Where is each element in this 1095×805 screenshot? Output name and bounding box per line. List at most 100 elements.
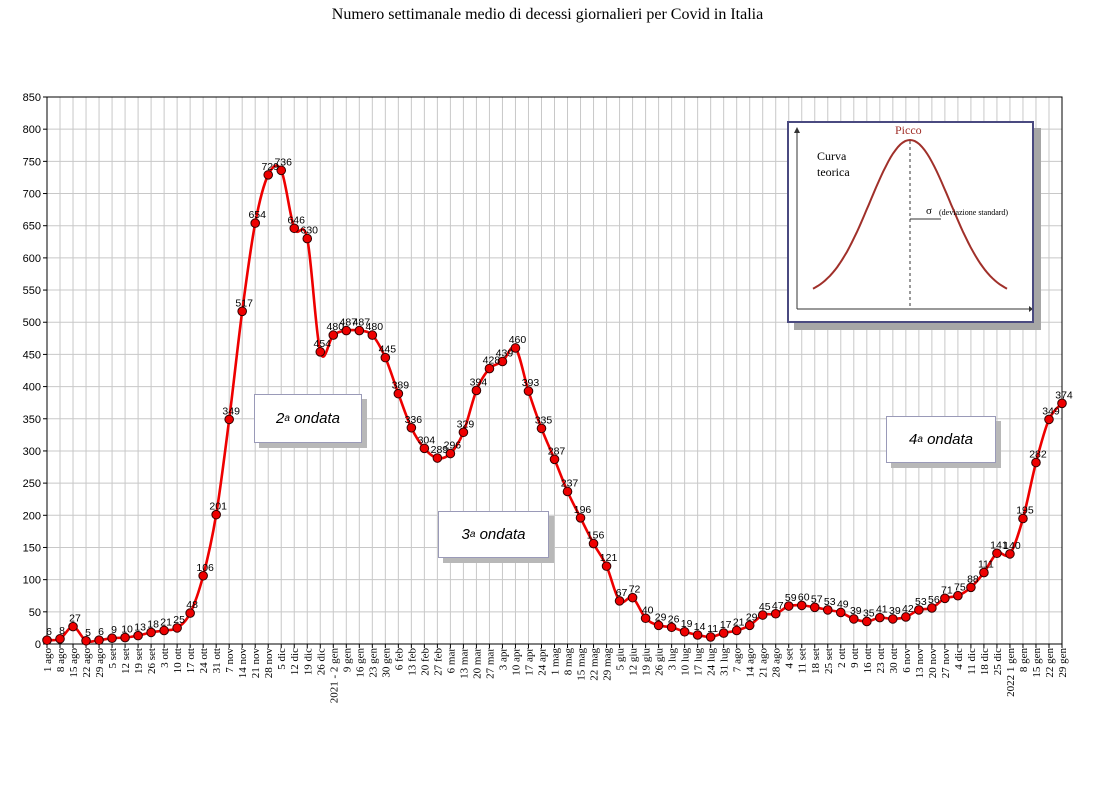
data-point bbox=[640, 613, 651, 624]
x-tick-label: 19 dic bbox=[302, 648, 314, 675]
x-tick-label: 13 mar bbox=[458, 648, 470, 679]
y-tick-label: 650 bbox=[23, 221, 41, 233]
data-label: 428 bbox=[483, 355, 501, 367]
x-tick-label: 31 ott bbox=[211, 648, 223, 673]
data-label: 72 bbox=[629, 584, 641, 596]
data-point bbox=[731, 625, 742, 636]
wave-2-text: ondata bbox=[289, 410, 340, 427]
x-tick-label: 11 set bbox=[797, 648, 809, 674]
x-tick-label: 24 lug bbox=[706, 648, 718, 676]
data-label: 6 bbox=[46, 626, 52, 638]
data-point bbox=[562, 486, 573, 497]
x-tick-label: 18 set bbox=[810, 648, 822, 674]
y-tick-label: 0 bbox=[35, 639, 41, 651]
data-label: 282 bbox=[1029, 449, 1047, 461]
data-point bbox=[575, 513, 586, 523]
data-point bbox=[42, 635, 52, 645]
data-label: 53 bbox=[915, 596, 927, 608]
x-tick-label: 27 mar bbox=[484, 648, 496, 679]
y-tick-label: 600 bbox=[23, 253, 41, 265]
x-tick-label: 14 ago bbox=[745, 648, 757, 678]
data-label: 487 bbox=[353, 317, 371, 329]
data-point bbox=[263, 170, 274, 180]
data-label: 67 bbox=[616, 587, 628, 599]
x-tick-label: 28 ago bbox=[771, 648, 783, 678]
data-label: 141 bbox=[990, 539, 1008, 551]
data-point bbox=[914, 605, 924, 615]
data-point bbox=[211, 509, 221, 520]
data-label: 480 bbox=[366, 321, 384, 333]
data-point bbox=[55, 634, 65, 644]
wave-3-text: ondata bbox=[475, 526, 526, 543]
inset-gaussian-curve bbox=[812, 138, 1008, 290]
x-tick-label: 26 giu bbox=[654, 648, 666, 676]
y-tick-label: 800 bbox=[23, 124, 41, 136]
x-tick-label: 24 ott bbox=[198, 648, 210, 673]
data-label: 53 bbox=[824, 596, 836, 608]
x-tick-label: 17 ott bbox=[185, 648, 197, 673]
x-tick-label: 20 nov bbox=[927, 648, 939, 679]
data-label: 196 bbox=[574, 504, 592, 516]
x-tick-label: 27 feb bbox=[432, 648, 444, 676]
data-label: 445 bbox=[379, 344, 397, 356]
data-point bbox=[523, 386, 534, 396]
data-label: 42 bbox=[902, 603, 914, 615]
x-tick-label: 16 ott bbox=[862, 648, 874, 673]
data-label: 487 bbox=[340, 317, 358, 329]
data-point bbox=[992, 548, 1002, 559]
data-label: 389 bbox=[392, 380, 410, 392]
x-tick-label: 9 ott bbox=[849, 648, 861, 668]
x-tick-label: 3 lug bbox=[667, 648, 679, 671]
data-point bbox=[484, 363, 495, 374]
wave-3-number: 3 bbox=[461, 526, 470, 543]
data-label: 140 bbox=[1003, 540, 1021, 552]
wave-4-number: 4 bbox=[909, 431, 918, 448]
data-point bbox=[172, 623, 182, 633]
data-label: 29 bbox=[655, 611, 667, 623]
y-tick-label: 500 bbox=[23, 317, 41, 329]
data-point bbox=[146, 627, 156, 638]
x-tick-label: 10 ott bbox=[172, 648, 184, 673]
x-tick-label: 31 lug bbox=[719, 648, 731, 676]
x-tick-label: 30 ott bbox=[888, 648, 900, 673]
data-point bbox=[744, 620, 755, 631]
data-point bbox=[237, 306, 247, 317]
data-point bbox=[601, 561, 612, 571]
data-label: 29 bbox=[746, 611, 758, 623]
wave-4-sup: a bbox=[917, 434, 923, 445]
data-label: 47 bbox=[772, 600, 784, 612]
data-point bbox=[1031, 457, 1041, 468]
data-point bbox=[445, 448, 456, 459]
y-tick-label: 350 bbox=[23, 414, 41, 426]
data-point bbox=[276, 165, 287, 176]
x-tick-label: 13 nov bbox=[914, 648, 926, 679]
wave-4-text: ondata bbox=[922, 431, 973, 448]
data-point bbox=[1005, 549, 1015, 559]
x-tick-label: 20 mar bbox=[471, 648, 483, 679]
x-tick-label: 17 lug bbox=[693, 648, 705, 676]
data-label: 156 bbox=[587, 530, 605, 542]
y-tick-label: 450 bbox=[23, 349, 41, 361]
data-label: 10 bbox=[121, 624, 133, 636]
data-point bbox=[549, 454, 560, 465]
data-label: 374 bbox=[1055, 389, 1073, 401]
data-label: 25 bbox=[173, 614, 185, 626]
x-tick-label: 12 giu bbox=[628, 648, 640, 676]
data-point bbox=[627, 592, 638, 603]
y-tick-label: 250 bbox=[23, 478, 41, 490]
data-label: 393 bbox=[522, 377, 540, 389]
x-tick-label: 9 gen bbox=[341, 648, 353, 673]
y-tick-label: 700 bbox=[23, 189, 41, 201]
data-label: 111 bbox=[978, 559, 994, 571]
data-label: 41 bbox=[876, 604, 888, 616]
data-label: 630 bbox=[300, 225, 318, 237]
x-tick-label: 22 ago bbox=[81, 648, 93, 678]
x-tick-label: 28 nov bbox=[263, 648, 275, 679]
data-point bbox=[862, 616, 872, 627]
y-tick-label: 400 bbox=[23, 382, 41, 394]
data-label: 646 bbox=[287, 214, 305, 226]
data-point bbox=[679, 626, 690, 637]
data-point bbox=[289, 223, 300, 234]
x-tick-label: 22 gen bbox=[1044, 648, 1056, 678]
